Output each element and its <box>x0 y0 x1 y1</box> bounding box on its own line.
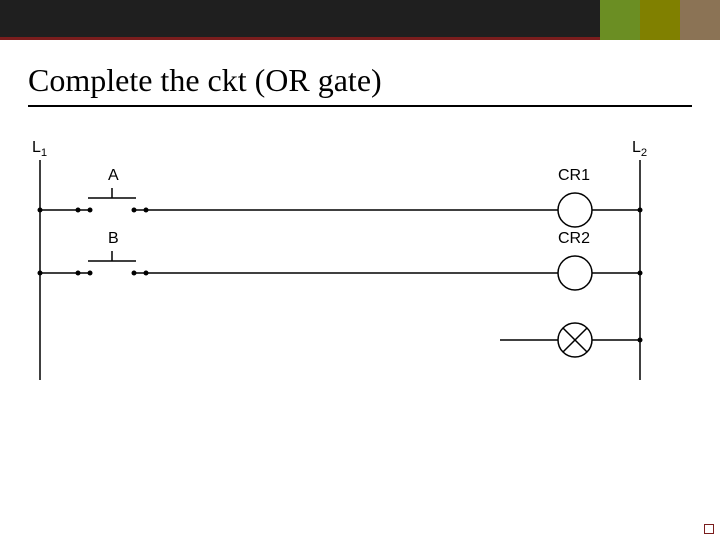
top-bar-square-1 <box>600 0 640 40</box>
top-bar-stripe <box>0 0 600 40</box>
ladder-diagram: L1 L2 A B CR1 CR2 <box>0 140 720 420</box>
svg-text:L1: L1 <box>32 140 47 159</box>
slide-top-bar <box>0 0 720 40</box>
corner-square-icon <box>704 524 714 534</box>
top-bar-square-3 <box>680 0 720 40</box>
svg-text:A: A <box>108 167 119 184</box>
title-underline <box>28 105 692 107</box>
title-area: Complete the ckt (OR gate) <box>0 40 720 115</box>
svg-text:CR2: CR2 <box>558 230 590 247</box>
svg-text:B: B <box>108 230 119 247</box>
slide-title: Complete the ckt (OR gate) <box>28 62 692 99</box>
svg-text:CR1: CR1 <box>558 167 590 184</box>
svg-text:L2: L2 <box>632 140 647 159</box>
top-bar-square-2 <box>640 0 680 40</box>
